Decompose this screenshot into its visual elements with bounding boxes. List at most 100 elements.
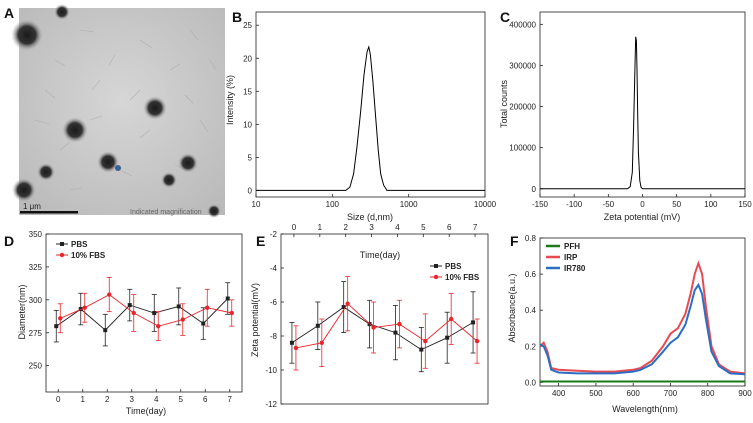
y-tick-label: 0.2 [525,342,537,351]
series-line-zeta-distribution [540,37,745,189]
legend-marker [60,253,64,257]
data-point [230,311,234,315]
data-point [201,322,205,326]
y-tick-label: -4 [270,264,278,273]
x-tick-label: 7 [473,223,478,232]
data-point [393,331,397,335]
data-point [58,316,62,320]
nanoparticle-8 [161,172,177,188]
legend-label: 10% FBS [445,273,480,282]
plot-frame [540,12,745,197]
y-tick-label: -10 [265,366,277,375]
legend-label: PBS [445,262,462,271]
data-point [83,306,87,310]
x-tick-label: 700 [664,389,678,398]
panel-letter-F: F [510,233,519,249]
y-tick-label: 0.4 [525,306,537,315]
x-tick-label: 3 [369,223,374,232]
y-tick-label: 100000 [509,144,536,153]
y-tick-label: 10 [243,120,252,129]
y-tick-label: 300 [29,296,43,305]
x-tick-label: 3 [130,395,135,404]
y-axis-label: Total counts [499,79,509,128]
x-axis-label: Size (d,nm) [347,212,393,222]
x-tick-label: 150 [738,200,752,209]
panel-letter-D: D [4,233,14,249]
data-point [54,324,58,328]
nanoparticle-2 [54,4,70,20]
y-axis-label: Diameter(nm) [17,284,27,339]
nanoparticle-3 [143,96,167,120]
tem-image-panel: 1 μm Indicated magnification A [4,4,225,218]
data-point [449,317,453,321]
y-tick-label: -6 [270,298,278,307]
figure-canvas: 1 μm Indicated magnification A B 10 100 10… [0,0,753,418]
zeta-distribution-chart: C -150 -100 -50 0 50 100 150 0 100000 200000 30000… [499,9,752,222]
panel-letter-B: B [232,9,242,25]
scale-bar-label: 1 μm [23,202,41,211]
x-tick-label: 5 [179,395,184,404]
data-point [205,306,209,310]
size-distribution-chart: B 10 100 1000 10000 0 5 10 15 20 25 Intensity (%)… [225,9,497,222]
y-tick-label: 0 [248,186,253,195]
y-tick-label: 5 [248,153,253,162]
y-tick-label: 0.8 [525,234,537,243]
y-tick-label: 20 [243,54,252,63]
x-tick-label: 2 [105,395,110,404]
legend-marker [434,264,438,268]
legend-label: PFH [564,242,580,251]
tem-image [19,8,225,215]
series-line-ir780 [540,285,745,374]
x-tick-label: -150 [532,200,549,209]
x-tick-label: 0 [56,395,61,404]
x-tick-label: 10000 [474,200,497,209]
y-tick-label: 250 [29,362,43,371]
scale-bar [20,211,78,214]
data-point [294,346,298,350]
data-point [471,320,475,324]
y-tick-label: -12 [265,400,277,409]
x-tick-label: 400 [552,389,566,398]
nanoparticle-1 [11,19,43,51]
nanoparticle-4 [62,117,88,143]
data-point [128,303,132,307]
data-point [316,324,320,328]
y-tick-label: 325 [29,263,43,272]
x-tick-label: -50 [603,200,615,209]
y-tick-label: 15 [243,87,252,96]
y-axis-label: Zeta potential(mV) [250,283,260,357]
y-tick-label: -2 [270,230,278,239]
legend-label: IRP [564,253,578,262]
x-tick-label: 1 [318,223,323,232]
y-tick-label: 0.6 [525,270,537,279]
tem-footer-text: Indicated magnification [130,209,202,216]
x-axis-label: Zeta potential (mV) [604,212,681,222]
y-tick-label: 0 [532,185,537,194]
y-tick-label: 275 [29,329,43,338]
data-point [320,341,324,345]
x-tick-label: 1 [81,395,86,404]
x-tick-label: 900 [738,389,752,398]
nanoparticle-6 [178,153,198,173]
y-tick-label: 25 [243,21,252,30]
nanoparticle-11 [115,165,121,171]
x-tick-label: 800 [701,389,715,398]
data-point [181,317,185,321]
x-tick-label: 0 [640,200,645,209]
nanoparticle-10 [207,204,221,218]
x-tick-label: 0 [292,223,297,232]
data-point [107,292,111,296]
series-line-size-distribution [256,47,485,190]
data-point [103,328,107,332]
x-tick-label: 500 [589,389,603,398]
x-tick-label: 100 [326,200,340,209]
x-tick-label: 2 [343,223,348,232]
y-tick-label: 200000 [509,103,536,112]
legend-label: PBS [71,240,88,249]
x-axis-label: Wavelength(nm) [612,404,678,414]
data-point [226,297,230,301]
x-tick-label: 50 [672,200,681,209]
x-tick-label: -100 [566,200,583,209]
x-tick-label: 6 [203,395,208,404]
absorbance-spectrum-chart: F 400 500 600 700 800 9000.00.20.40.60.8 PFHI… [507,233,752,414]
